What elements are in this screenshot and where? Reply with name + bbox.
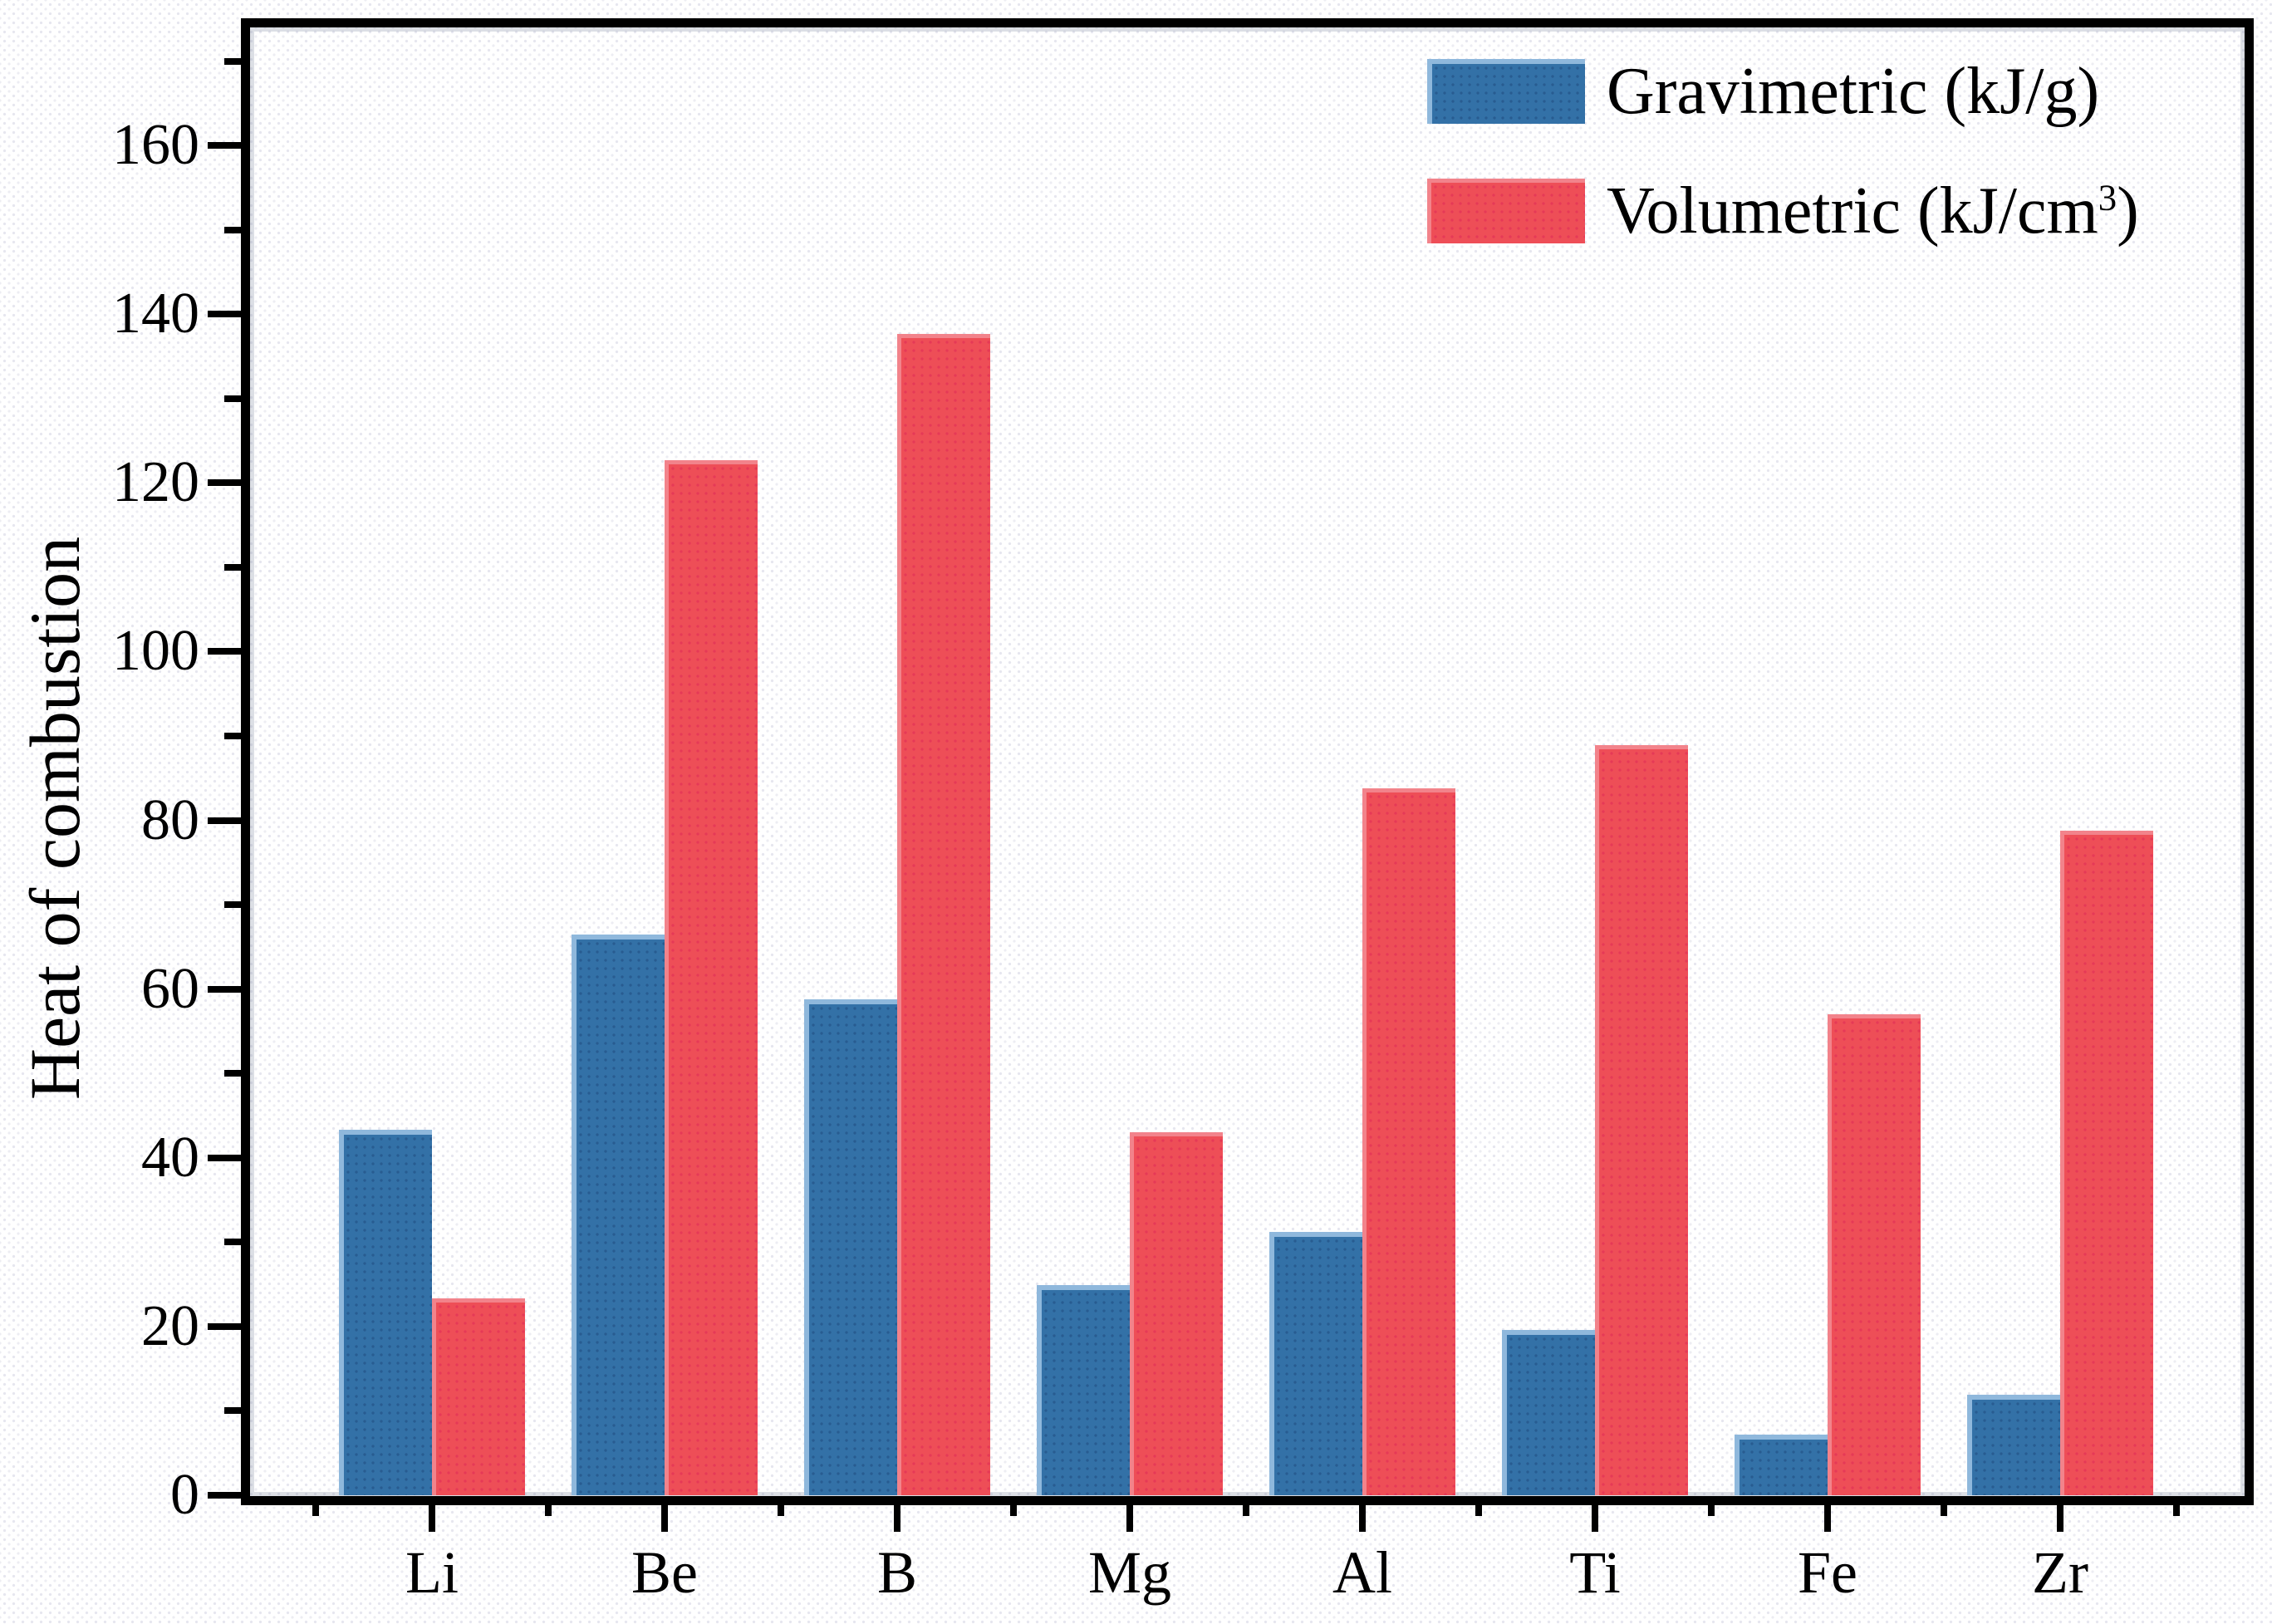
bar-ti-volumetric bbox=[1595, 745, 1688, 1495]
x-minor-tick bbox=[778, 1504, 784, 1516]
y-minor-tick bbox=[224, 901, 241, 909]
x-major-tick bbox=[2057, 1504, 2063, 1532]
y-minor-tick bbox=[224, 1407, 241, 1415]
x-category-label: B bbox=[876, 1539, 918, 1606]
x-minor-tick bbox=[1243, 1504, 1249, 1516]
y-minor-tick bbox=[224, 1070, 241, 1077]
bar-mg-volumetric bbox=[1130, 1132, 1223, 1495]
x-minor-tick bbox=[2173, 1504, 2180, 1516]
legend-swatch-volumetric bbox=[1427, 179, 1585, 243]
legend-item-volumetric: Volumetric (kJ/cm3) bbox=[1427, 173, 2139, 249]
x-minor-tick bbox=[1010, 1504, 1017, 1516]
x-minor-tick bbox=[312, 1504, 319, 1516]
y-major-tick bbox=[208, 1492, 241, 1499]
bar-be-gravimetric bbox=[572, 934, 665, 1495]
y-tick-label: 0 bbox=[170, 1463, 199, 1527]
y-major-tick bbox=[208, 1154, 241, 1161]
x-category-label: Li bbox=[405, 1539, 459, 1606]
bar-al-gravimetric bbox=[1269, 1232, 1362, 1495]
y-tick-label: 140 bbox=[112, 282, 199, 346]
y-major-tick bbox=[208, 479, 241, 487]
y-major-tick bbox=[208, 648, 241, 655]
bar-fe-gravimetric bbox=[1735, 1434, 1828, 1495]
x-major-tick bbox=[894, 1504, 900, 1532]
x-minor-tick bbox=[1708, 1504, 1715, 1516]
y-minor-tick bbox=[224, 733, 241, 740]
y-tick-label: 60 bbox=[141, 956, 199, 1021]
legend-swatch-gravimetric bbox=[1427, 59, 1585, 124]
legend-label-volumetric: Volumetric (kJ/cm3) bbox=[1607, 174, 2139, 248]
y-major-tick bbox=[208, 1322, 241, 1330]
y-tick-label: 40 bbox=[141, 1125, 199, 1190]
y-minor-tick bbox=[224, 226, 241, 233]
bar-b-gravimetric bbox=[804, 998, 897, 1495]
y-major-tick bbox=[208, 985, 241, 993]
y-major-tick bbox=[208, 311, 241, 318]
y-major-tick bbox=[208, 817, 241, 824]
bar-zr-volumetric bbox=[2060, 830, 2153, 1495]
y-minor-tick bbox=[224, 563, 241, 571]
legend: Gravimetric (kJ/g) Volumetric (kJ/cm3) bbox=[1427, 53, 2139, 292]
y-tick-label: 20 bbox=[141, 1293, 199, 1358]
y-minor-tick bbox=[224, 395, 241, 402]
x-category-label: Ti bbox=[1569, 1539, 1621, 1606]
y-tick-label: 160 bbox=[112, 113, 199, 178]
y-minor-tick bbox=[224, 1239, 241, 1246]
x-major-tick bbox=[1824, 1504, 1831, 1532]
bar-mg-gravimetric bbox=[1037, 1285, 1130, 1495]
x-major-tick bbox=[1592, 1504, 1598, 1532]
x-minor-tick bbox=[1941, 1504, 1947, 1516]
x-category-label: Fe bbox=[1798, 1539, 1857, 1606]
x-category-label: Al bbox=[1332, 1539, 1392, 1606]
y-minor-tick bbox=[224, 57, 241, 65]
x-major-tick bbox=[1359, 1504, 1366, 1532]
plot-frame bbox=[241, 18, 2254, 1505]
x-category-label: Be bbox=[631, 1539, 698, 1606]
x-major-tick bbox=[429, 1504, 435, 1532]
bar-be-volumetric bbox=[665, 460, 758, 1495]
bar-al-volumetric bbox=[1362, 788, 1455, 1495]
bar-b-volumetric bbox=[897, 333, 990, 1495]
bar-ti-gravimetric bbox=[1502, 1330, 1595, 1495]
bar-li-volumetric bbox=[432, 1298, 525, 1495]
x-minor-tick bbox=[545, 1504, 552, 1516]
bar-li-gravimetric bbox=[339, 1130, 432, 1495]
x-minor-tick bbox=[1475, 1504, 1482, 1516]
bar-fe-volumetric bbox=[1828, 1014, 1921, 1495]
x-major-tick bbox=[661, 1504, 668, 1532]
y-tick-label: 80 bbox=[141, 787, 199, 852]
plot-area bbox=[208, 27, 2245, 1532]
y-major-tick bbox=[208, 142, 241, 150]
bar-zr-gravimetric bbox=[1967, 1395, 2060, 1495]
x-major-tick bbox=[1126, 1504, 1133, 1532]
legend-item-gravimetric: Gravimetric (kJ/g) bbox=[1427, 53, 2139, 130]
y-tick-label: 100 bbox=[112, 619, 199, 684]
y-tick-label: 120 bbox=[112, 450, 199, 515]
x-category-label: Zr bbox=[2032, 1539, 2088, 1606]
x-category-label: Mg bbox=[1087, 1539, 1172, 1606]
legend-label-gravimetric: Gravimetric (kJ/g) bbox=[1607, 55, 2100, 128]
